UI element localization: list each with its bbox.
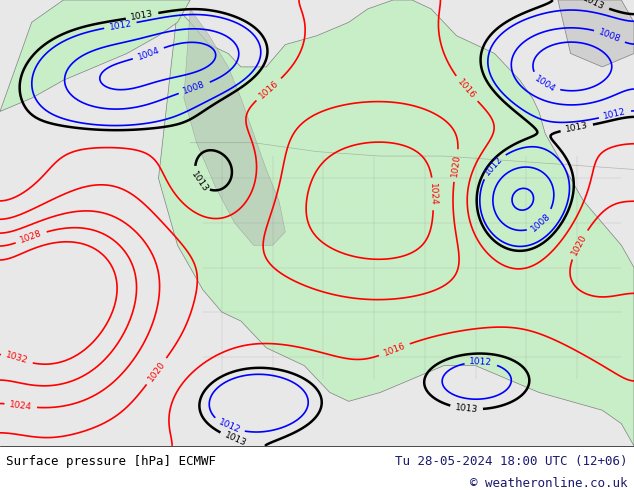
Text: 1008: 1008 bbox=[182, 80, 207, 96]
Polygon shape bbox=[558, 0, 634, 67]
Text: 1004: 1004 bbox=[533, 74, 557, 94]
Text: 1024: 1024 bbox=[9, 400, 32, 412]
Text: 1020: 1020 bbox=[450, 153, 462, 177]
Text: 1013: 1013 bbox=[455, 403, 479, 415]
Text: 1008: 1008 bbox=[529, 211, 553, 233]
Text: 1020: 1020 bbox=[146, 360, 167, 383]
Text: Tu 28-05-2024 18:00 UTC (12+06): Tu 28-05-2024 18:00 UTC (12+06) bbox=[395, 455, 628, 468]
Text: 1012: 1012 bbox=[217, 418, 242, 435]
Text: 1013: 1013 bbox=[565, 121, 589, 134]
Text: 1013: 1013 bbox=[189, 170, 210, 194]
Text: 1013: 1013 bbox=[223, 431, 248, 448]
Text: 1004: 1004 bbox=[136, 46, 160, 62]
Text: 1016: 1016 bbox=[456, 77, 477, 100]
Text: 1013: 1013 bbox=[581, 0, 606, 12]
Polygon shape bbox=[158, 0, 634, 446]
Text: 1020: 1020 bbox=[570, 232, 588, 257]
Text: 1016: 1016 bbox=[257, 78, 280, 100]
Text: 1008: 1008 bbox=[597, 27, 622, 44]
Text: 1012: 1012 bbox=[482, 154, 504, 177]
Polygon shape bbox=[0, 0, 190, 112]
Text: © weatheronline.co.uk: © weatheronline.co.uk bbox=[470, 477, 628, 490]
Text: 1016: 1016 bbox=[382, 342, 407, 358]
Text: 1012: 1012 bbox=[603, 107, 627, 121]
Text: 1013: 1013 bbox=[130, 9, 154, 23]
Text: 1032: 1032 bbox=[4, 351, 29, 366]
Polygon shape bbox=[184, 9, 285, 245]
Text: 1024: 1024 bbox=[429, 182, 438, 205]
Text: Surface pressure [hPa] ECMWF: Surface pressure [hPa] ECMWF bbox=[6, 455, 216, 468]
Text: 1012: 1012 bbox=[469, 357, 493, 368]
Text: 1012: 1012 bbox=[108, 19, 133, 32]
Text: 1028: 1028 bbox=[19, 229, 43, 245]
